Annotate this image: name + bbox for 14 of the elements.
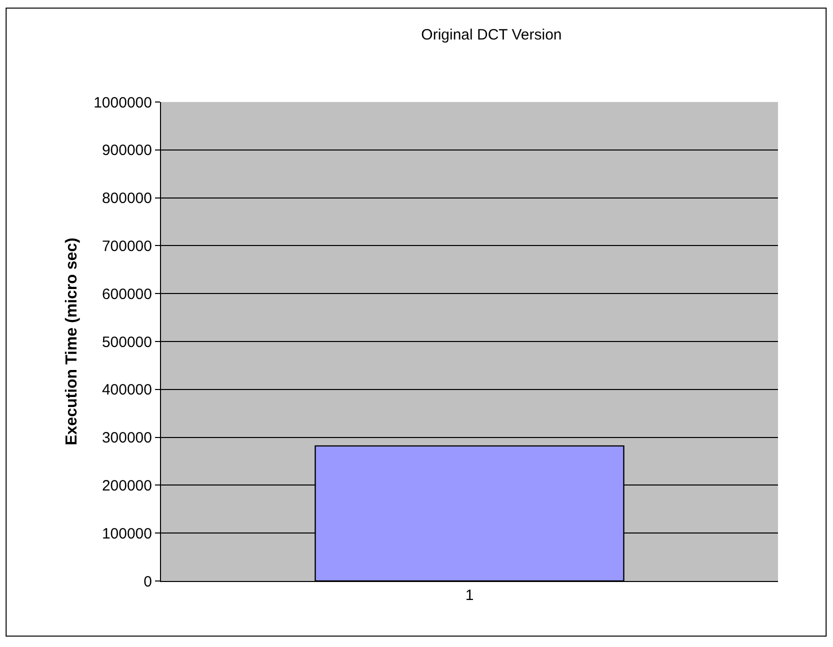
y-tick-label: 100000 [102,525,152,542]
y-tick-label: 700000 [102,238,152,255]
y-tick-label: 0 [144,573,152,590]
y-tick-label: 1000000 [94,94,152,112]
y-tick-label: 600000 [102,286,152,303]
y-tick-label: 800000 [102,190,152,208]
y-tick-label: 200000 [102,477,152,494]
y-tick-label: 300000 [102,430,152,447]
x-tick-label: 1 [465,587,474,604]
y-axis-title: Execution Time (micro sec) [63,238,80,446]
y-tick-label: 400000 [102,382,152,399]
y-tick-label: 500000 [102,334,152,351]
y-tick-label: 900000 [102,142,152,160]
chart-title: Original DCT Version [421,26,562,44]
